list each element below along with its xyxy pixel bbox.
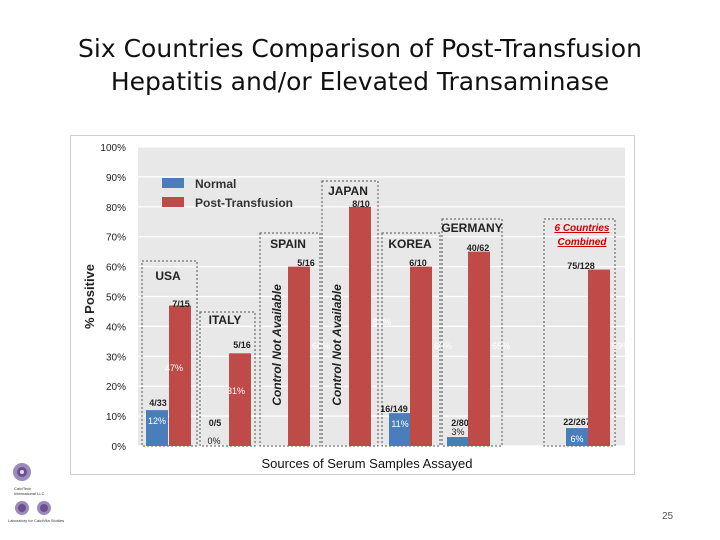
group-0-post-bar (169, 305, 191, 446)
title-line-1: Six Countries Comparison of Post-Transfu… (78, 34, 642, 63)
y-tick-label: 90% (106, 173, 126, 184)
logo-flower-icon-3 (37, 501, 51, 515)
group-0-normal-fraction: 4/33 (149, 398, 167, 408)
logo-flower-icon-1 (13, 463, 31, 481)
group-1-post-bar (229, 353, 251, 446)
group-0-post-fraction: 7/15 (172, 299, 190, 309)
group-3-label: JAPAN (328, 184, 368, 198)
group-2-post-data-label: 60% (312, 341, 330, 351)
x-axis-label: Sources of Serum Samples Assayed (262, 456, 473, 471)
legend-swatch-post (162, 197, 184, 207)
group-0-normal-data-label: 12% (148, 416, 166, 426)
group-6-label-line-1: 6 Countries (554, 223, 609, 234)
company-logo (13, 463, 51, 515)
group-1-normal-fraction: 0/5 (209, 418, 222, 428)
group-0-post-data-label: 47% (165, 363, 183, 373)
group-1-box (199, 311, 256, 447)
group-4-label: KOREA (388, 237, 432, 251)
logo-text-line-1: CalciTech (14, 486, 32, 491)
slide-title: Six Countries Comparison of Post-Transfu… (0, 32, 720, 98)
y-tick-label: 100% (100, 143, 126, 154)
group-5-post-data-label: 65% (492, 341, 510, 351)
group-4-normal-data-label: 11% (391, 419, 408, 429)
y-tick-label: 60% (106, 263, 126, 274)
bar-chart: 0% 10% 20% 30% 40% 50% 60% 70% 80% 90% 100% % Posit… (70, 135, 635, 475)
y-tick-label: 20% (106, 382, 126, 393)
group-5-normal-fraction: 2/80 (451, 418, 469, 428)
group-4-post-bar (410, 266, 432, 446)
group-6-label-line-2: Combined (558, 237, 608, 248)
group-1-label: ITALY (209, 313, 242, 327)
group-5-normal-bar (447, 437, 469, 446)
group-4-post-fraction: 6/10 (409, 258, 427, 268)
group-5-normal-data-label: 3% (451, 427, 464, 437)
group-1-normal-data-label: 0% (207, 436, 220, 446)
logo-flower-icon-2 (15, 501, 29, 515)
y-tick-label: 40% (106, 322, 126, 333)
group-6-post-fraction: 75/128 (567, 261, 595, 271)
group-4-normal-fraction: 16/149 (380, 404, 408, 414)
group-1-post-fraction: 5/16 (233, 340, 251, 350)
legend-label-normal: Normal (195, 177, 236, 191)
group-2-label: SPAIN (270, 237, 306, 251)
y-tick-label: 50% (106, 293, 126, 304)
group-6-normal-data-label: 6% (570, 434, 583, 444)
group-6-normal-fraction: 22/267 (563, 417, 591, 427)
logo-text-line-2: International LLC (14, 491, 45, 496)
logo-text: CalciTech International LLC (14, 486, 44, 496)
group-4-normal-bar (389, 413, 411, 446)
group-5-post-bar (468, 251, 490, 446)
y-tick-label: 70% (106, 233, 126, 244)
group-2-post-bar (288, 266, 310, 446)
group-2-box (259, 232, 321, 447)
group-3-post-fraction: 8/10 (352, 199, 370, 209)
group-0-label: USA (155, 269, 181, 283)
logo-footer: Laboratory for CalciVita Studies (8, 518, 65, 523)
group-3-post-bar (349, 206, 371, 446)
group-0-normal-bar (146, 410, 168, 446)
group-2-control-note: Control Not Available (270, 284, 284, 406)
title-line-2: Hepatitis and/or Elevated Transaminase (110, 67, 610, 96)
legend-swatch-normal (162, 178, 184, 188)
y-tick-label: 10% (106, 412, 126, 423)
group-5-label: GERMANY (441, 221, 502, 235)
group-6-normal-bar (566, 428, 588, 446)
group-2-post-fraction: 5/16 (297, 258, 315, 268)
legend-label-post: Post-Transfusion (195, 196, 293, 210)
group-1-post-data-label: 31% (227, 386, 245, 396)
group-6-post-bar (588, 269, 610, 446)
group-6-post-data-label: 59% (612, 341, 630, 351)
group-5-post-fraction: 40/62 (467, 243, 490, 253)
y-tick-label: 0% (112, 442, 127, 453)
group-4-post-data-label: 60% (434, 341, 452, 351)
y-axis-label: % Positive (82, 264, 97, 329)
page-number: 25 (662, 511, 674, 522)
y-tick-label: 80% (106, 203, 126, 214)
group-3-control-note: Control Not Available (330, 284, 344, 406)
y-tick-label: 30% (106, 352, 126, 363)
